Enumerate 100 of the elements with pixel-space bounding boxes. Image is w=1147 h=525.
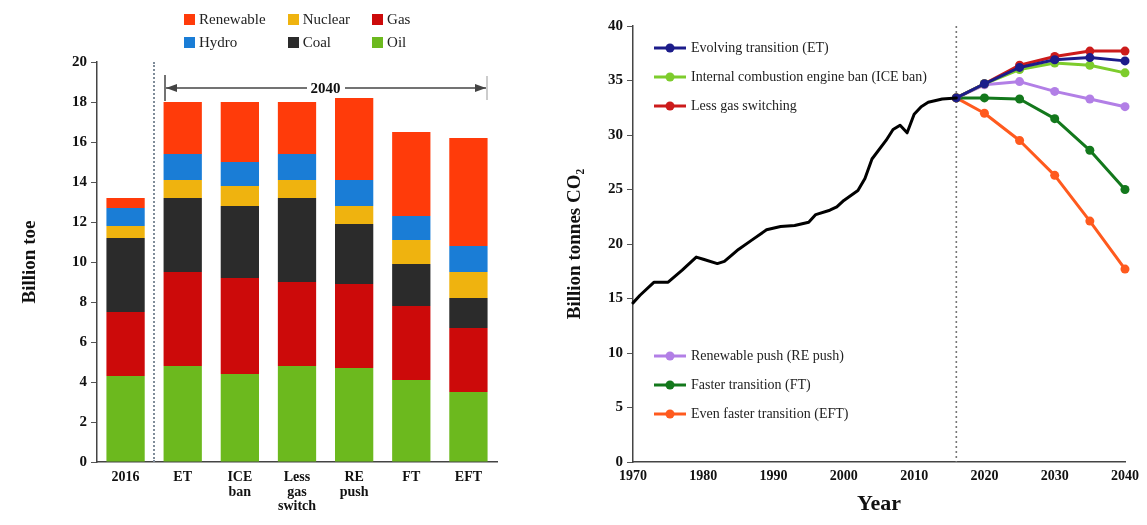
bar [449, 298, 488, 328]
point [1085, 94, 1095, 104]
x-tick-label: 2040 [1111, 468, 1139, 484]
legend-label: Renewable push (RE push) [691, 348, 844, 364]
y-tick-label: 14 [72, 172, 88, 189]
y-tick-label: 25 [608, 180, 623, 197]
point [1120, 56, 1130, 66]
bar [220, 102, 259, 162]
y-tick-label: 16 [72, 132, 88, 149]
point [1085, 145, 1095, 155]
bar [449, 392, 488, 462]
x-tick-label: 1980 [689, 468, 718, 484]
bar [220, 186, 259, 206]
point [1120, 102, 1130, 112]
legend-label: Less gas switching [691, 98, 797, 114]
bar [449, 272, 488, 298]
bar [335, 284, 374, 368]
point [1085, 53, 1095, 63]
y-tick-label: 15 [608, 289, 623, 306]
y-tick-label: 8 [79, 292, 87, 309]
y-tick-label: 40 [608, 16, 623, 33]
bar [220, 162, 259, 186]
x-axis-title: Year [857, 490, 902, 516]
bar [277, 102, 317, 154]
x-tick-label: RE push [339, 468, 369, 499]
bar [392, 380, 431, 462]
point [1085, 60, 1095, 70]
x-tick-label: Less gas switch [277, 468, 317, 514]
bar [392, 132, 431, 216]
bar [106, 208, 145, 226]
bar [106, 376, 145, 462]
bar [392, 264, 431, 306]
y-tick-label: 20 [608, 234, 623, 251]
bar [106, 312, 145, 376]
legend-label: Internal combustion engine ban (ICE ban) [691, 69, 927, 85]
bar [449, 246, 488, 272]
bar [392, 306, 431, 380]
point [1120, 264, 1130, 274]
point [1120, 46, 1130, 56]
y-tick-label: 5 [615, 398, 623, 415]
legend-label: Nuclear [302, 11, 351, 27]
y-tick-label: 0 [79, 452, 87, 469]
point [1050, 86, 1060, 96]
y-tick-label: 20 [72, 52, 87, 69]
x-tick-label: 2000 [829, 468, 858, 484]
x-tick-label: 2020 [970, 468, 999, 484]
bar [106, 238, 145, 312]
y-tick-label: 35 [608, 71, 623, 88]
bar [335, 224, 374, 284]
bar [335, 206, 374, 224]
y-axis-title: Billion tonnes CO₂ [563, 168, 585, 320]
y-tick-label: 18 [72, 92, 87, 109]
point [1015, 77, 1025, 87]
bar [392, 216, 431, 240]
bar [335, 368, 374, 462]
bar [277, 198, 317, 282]
bar [335, 180, 374, 206]
bar [163, 180, 202, 198]
legend-label: Hydro [199, 34, 238, 50]
y-tick-label: 12 [72, 212, 87, 229]
annotation: 2040 [310, 80, 341, 96]
bar [106, 226, 145, 238]
point [1050, 170, 1060, 180]
bar [163, 154, 202, 180]
bar [277, 154, 317, 180]
bar [163, 198, 202, 272]
legend-label: Even faster transition (EFT) [691, 406, 849, 422]
x-tick-label: 2010 [900, 468, 929, 484]
x-tick-label: ICE ban [227, 468, 253, 499]
bar [277, 282, 317, 366]
point [979, 108, 989, 118]
x-tick-label: 2030 [1040, 468, 1069, 484]
legend-label: Faster transition (FT) [691, 377, 811, 393]
bar [220, 374, 259, 462]
x-tick-label: ET [173, 468, 193, 484]
y-tick-label: 10 [72, 252, 87, 269]
bar [449, 328, 488, 392]
point [1015, 135, 1025, 145]
point [1085, 216, 1095, 226]
point [1050, 114, 1060, 124]
x-tick-label: EFT [454, 468, 483, 484]
bar [335, 98, 374, 180]
legend-label: Gas [387, 11, 411, 27]
bar [449, 138, 488, 246]
bar [220, 278, 259, 374]
x-tick-label: 1970 [619, 468, 647, 484]
bar [392, 240, 431, 264]
legend-label: Coal [302, 34, 331, 50]
point [1015, 94, 1025, 104]
point [1120, 68, 1130, 78]
x-tick-label: FT [402, 468, 421, 484]
x-tick-label: 2016 [111, 468, 140, 484]
bar [163, 272, 202, 366]
legend-label: Renewable [199, 11, 266, 27]
x-tick-label: 1990 [759, 468, 788, 484]
legend-label: Oil [387, 34, 407, 50]
point [979, 93, 989, 103]
y-tick-label: 30 [608, 125, 623, 142]
bar [106, 198, 145, 208]
y-tick-label: 0 [615, 452, 623, 469]
